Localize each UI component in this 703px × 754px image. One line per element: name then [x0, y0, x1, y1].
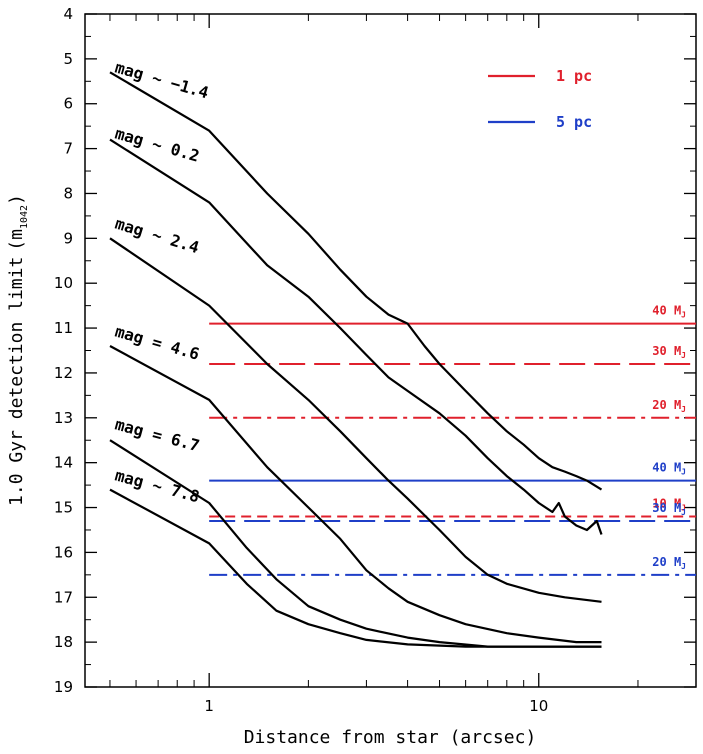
y-tick-label: 16 — [54, 543, 73, 561]
minor-ticks — [85, 14, 697, 687]
curve-label: mag ~ 0.2 — [113, 124, 202, 166]
y-tick-label: 9 — [63, 229, 73, 247]
x-axis-title: Distance from star (arcsec) — [244, 727, 537, 748]
detection-curve — [109, 439, 602, 648]
y-tick-label: 18 — [54, 633, 73, 651]
reference-line-label: 40 MJ — [652, 461, 686, 477]
detection-curve — [109, 71, 603, 491]
reference-line-label: 30 MJ — [652, 344, 686, 360]
y-axis-title: 1.0 Gyr detection limit — [6, 257, 27, 506]
detection-curves — [109, 71, 603, 648]
curve-labels: mag ~ −1.4 mag ~ 0.2 mag ~ 2.4 mag = 4.6 mag… — [113, 58, 211, 507]
y-tick-label: 8 — [63, 184, 73, 202]
y-tick-label: 12 — [54, 364, 73, 382]
y-tick-label: 15 — [54, 499, 73, 517]
y-tick-label: 11 — [54, 319, 73, 337]
y-tick-label: 10 — [54, 274, 73, 292]
reference-line-label: 10 MJ — [652, 497, 686, 513]
curve-label: mag = 4.6 — [113, 322, 202, 364]
legend-label: 5 pc — [556, 113, 592, 131]
y-tick-label: 14 — [54, 454, 73, 472]
y-tick-label: 19 — [54, 678, 73, 696]
curve-label: mag ~ 7.8 — [113, 466, 202, 507]
curve-label: mag ~ 2.4 — [113, 214, 201, 258]
detection-curve — [109, 488, 602, 648]
y-tick-label: 13 — [54, 409, 73, 427]
x-tick-label: 1 — [204, 697, 214, 715]
reference-line-labels: 40 MJ 30 MJ 20 MJ 10 MJ 40 MJ 30 MJ 20 MJ — [652, 304, 686, 571]
y-tick-labels: 4 5 6 7 8 9 10 11 12 13 14 15 16 17 18 19 — [54, 5, 73, 696]
reference-line-label: 30 MJ — [652, 501, 686, 517]
y-tick-label: 6 — [63, 95, 73, 113]
y-tick-label: 17 — [54, 588, 73, 606]
svg-text:1.0 Gyr detection limit(m1042): 1.0 Gyr detection limit (m1042) — [6, 194, 30, 506]
detection-curve — [109, 345, 602, 644]
detection-curve — [109, 237, 602, 603]
curve-label: mag = 6.7 — [113, 415, 202, 456]
x-tick-label: 10 — [529, 697, 548, 715]
major-ticks — [85, 13, 696, 688]
legend: 1 pc 5 pc — [488, 67, 592, 131]
x-tick-labels: 1 10 — [204, 697, 548, 715]
reference-line-label: 20 MJ — [652, 555, 686, 571]
reference-line-label: 40 MJ — [652, 304, 686, 320]
reference-lines — [209, 322, 696, 576]
y-tick-label: 4 — [63, 5, 73, 23]
legend-label: 1 pc — [556, 67, 592, 85]
detection-curve — [109, 138, 603, 535]
y-axis-unit-close: ) — [6, 194, 27, 205]
y-axis-unit-sub: 1042 — [19, 205, 30, 229]
y-axis-unit-open: (m — [6, 229, 27, 251]
curve-label: mag ~ −1.4 — [113, 58, 211, 103]
reference-line-label: 20 MJ — [652, 398, 686, 414]
y-tick-label: 7 — [63, 140, 73, 158]
y-axis-title-group: 1.0 Gyr detection limit (m1042) — [6, 194, 30, 506]
y-tick-label: 5 — [63, 50, 73, 68]
